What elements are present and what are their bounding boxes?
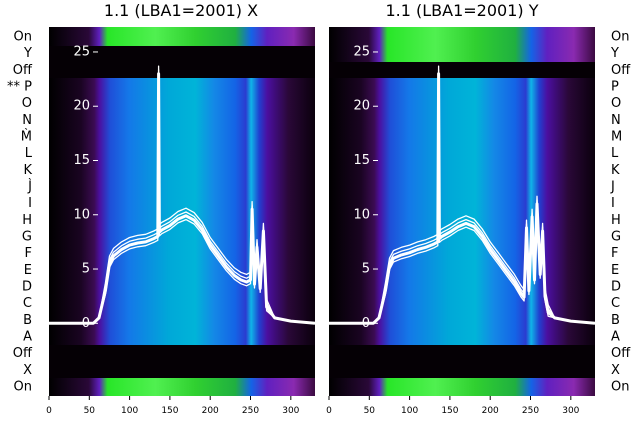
row-label-x-5: N	[22, 113, 32, 128]
y-tick-label-y-1: 5	[362, 262, 370, 277]
heatmap-x-on-band-bottom	[49, 378, 315, 396]
row-label-x-8: K	[23, 163, 32, 178]
trace-line-y-0-3	[329, 65, 596, 324]
trace-line-x-0-2	[49, 76, 316, 324]
row-label-y-8: K	[611, 163, 620, 178]
x-tick-label-y-1: 50	[364, 406, 376, 416]
row-label-y-19: Off	[611, 346, 631, 361]
row-label-x-20: X	[23, 363, 32, 378]
x-tick-label-y-5: 250	[522, 406, 539, 416]
row-label-y-11: H	[611, 213, 621, 228]
row-label-x-9: J̀	[27, 179, 32, 194]
row-label-x-18: A	[23, 330, 32, 345]
x-ticks-y: 0 50 100 150 200 250 300	[326, 396, 580, 416]
x-tick-label-x-1: 50	[84, 406, 96, 416]
x-tick-label-x-6: 300	[282, 406, 299, 416]
row-label-x-6: M̀	[21, 129, 32, 144]
x-tick-label-x-5: 250	[242, 406, 259, 416]
row-label-x-0: On	[14, 30, 32, 45]
heatmap-x-on-band-top	[49, 27, 315, 46]
trace-line-x-0-3	[49, 65, 316, 324]
row-label-y-6: M	[611, 130, 622, 145]
row-label-x-4: O	[22, 96, 32, 111]
y-tick-label-y-3: 15	[353, 153, 370, 168]
heatmap-y-off-band-bottom	[329, 345, 595, 378]
row-label-x-13: F	[25, 246, 32, 261]
heatmap-x-background	[49, 27, 315, 396]
x-tick-label-x-4: 200	[202, 406, 219, 416]
row-label-y-1: Y	[610, 46, 619, 61]
x-tick-label-x-2: 100	[121, 406, 138, 416]
y-tick-label-y-5: 25	[353, 44, 370, 59]
row-label-y-5: N	[611, 113, 621, 128]
row-label-y-14: E	[611, 263, 619, 278]
y-tick-label-y-2: 10	[353, 207, 370, 222]
x-tick-label-y-2: 100	[401, 406, 418, 416]
panel-title-y: 1.1 (LBA1=2001) Y	[385, 1, 538, 20]
heatmap-x-off-band-bottom	[49, 345, 315, 378]
row-label-x-16: C	[23, 296, 32, 311]
y-tick-label-x-5: 25	[73, 44, 90, 59]
row-label-x-10: I	[28, 196, 32, 211]
x-ticks-x: 0 50 100 150 200 250 300	[46, 396, 300, 416]
y-tick-label-x-2: 10	[73, 207, 90, 222]
row-label-y-15: D	[611, 280, 621, 295]
x-tick-label-x-3: 150	[161, 406, 178, 416]
x-tick-label-y-3: 150	[441, 406, 458, 416]
row-label-x-2: Off	[13, 63, 33, 78]
row-label-y-0: On	[611, 30, 629, 45]
row-label-x-12: G	[22, 230, 32, 245]
row-label-y-12: G	[611, 230, 621, 245]
traces-x	[49, 65, 316, 325]
heatmap-y-off-band-top	[329, 62, 595, 78]
x-tick-label-x-0: 0	[46, 406, 52, 416]
row-label-x-21: On	[14, 380, 32, 395]
row-label-y-13: F	[611, 246, 618, 261]
row-label-x-15: D	[22, 280, 32, 295]
row-label-x-3: ** P	[7, 80, 32, 95]
traces-y	[329, 65, 596, 325]
x-tick-label-y-6: 300	[562, 406, 579, 416]
row-label-y-21: On	[611, 380, 629, 395]
row-label-y-7: L	[611, 146, 619, 161]
heatmap-x-off-band-top	[49, 46, 315, 78]
row-label-y-18: A	[611, 330, 620, 345]
row-label-y-16: C	[611, 296, 620, 311]
row-label-x-11: H	[22, 213, 32, 228]
row-label-y-17: B	[611, 313, 620, 328]
panel-title-x: 1.1 (LBA1=2001) X	[104, 1, 258, 20]
row-label-x-7: L	[25, 146, 33, 161]
y-tick-label-x-1: 5	[82, 262, 90, 277]
x-tick-label-y-0: 0	[326, 406, 332, 416]
row-label-y-10: I	[611, 196, 615, 211]
heatmap-y-background	[329, 27, 595, 396]
heatmap-y-on-band-top	[329, 27, 595, 62]
y-tick-label-x-4: 20	[73, 99, 90, 114]
row-label-y-9: J	[610, 180, 615, 195]
y-tick-label-x-3: 15	[73, 153, 90, 168]
row-label-x-1: Y	[23, 46, 32, 61]
y-tick-label-y-4: 20	[353, 99, 370, 114]
x-tick-label-y-4: 200	[482, 406, 499, 416]
row-label-y-2: Off	[611, 63, 631, 78]
heatmap-y-on-band-bottom	[329, 378, 595, 396]
row-label-y-4: O	[611, 96, 621, 111]
row-label-x-19: Off	[13, 346, 33, 361]
row-label-y-20: X	[611, 363, 620, 378]
row-label-y-3: P	[611, 80, 619, 95]
row-label-x-14: E	[24, 263, 32, 278]
row-label-x-17: B	[23, 313, 32, 328]
